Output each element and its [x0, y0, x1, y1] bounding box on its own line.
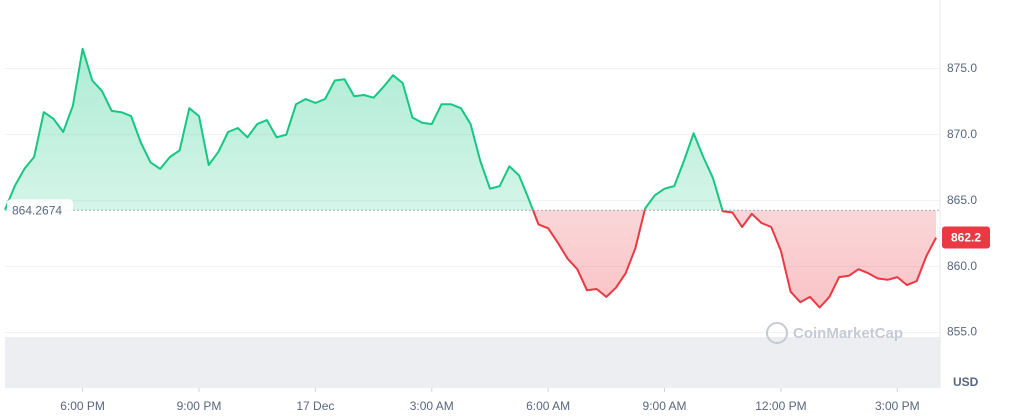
unit-label: USD	[953, 375, 979, 389]
y-tick-label: 865.0	[947, 193, 977, 207]
x-tick-label: 9:00 AM	[643, 399, 687, 413]
line-below	[531, 210, 937, 309]
area-below	[5, 210, 937, 308]
x-tick-label: 3:00 PM	[875, 399, 920, 413]
area-above	[5, 48, 723, 211]
last-price-box	[942, 226, 990, 249]
watermark-text: CoinMarketCap	[793, 325, 903, 342]
volume-band	[5, 337, 940, 388]
y-tick-label: 875.0	[947, 61, 977, 75]
x-tick-label: 9:00 PM	[177, 399, 222, 413]
y-tick-label: 855.0	[947, 325, 977, 339]
x-tick-label: 6:00 AM	[526, 399, 570, 413]
watermark: CoinMarketCap	[766, 322, 903, 344]
x-tick-label: 12:00 PM	[755, 399, 806, 413]
x-tick-label: 3:00 AM	[410, 399, 454, 413]
y-tick-label: 860.0	[947, 259, 977, 273]
y-tick-label: 870.0	[947, 127, 977, 141]
baseline-label: 864.2674	[12, 203, 62, 217]
x-tick-label: 17 Dec	[296, 399, 334, 413]
x-tick-label: 6:00 PM	[60, 399, 105, 413]
baseline-box	[7, 199, 73, 222]
line-above	[4, 47, 724, 211]
last-price-label: 862.2	[951, 231, 981, 245]
